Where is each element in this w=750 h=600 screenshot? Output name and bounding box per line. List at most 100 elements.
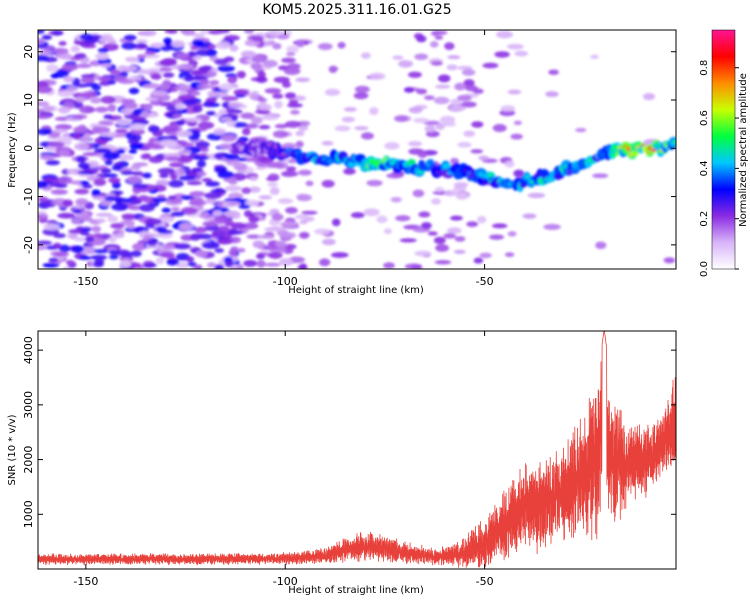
spectrogram-cell <box>221 96 239 102</box>
spectrogram-cell <box>543 223 561 230</box>
spectrogram-cell <box>70 45 81 53</box>
spectrogram-cell <box>223 210 241 218</box>
spectrogram-cell <box>75 198 89 206</box>
spectrogram-cell <box>224 259 234 268</box>
spectrogram-cell <box>439 115 456 124</box>
spectrogram-cell <box>180 206 198 215</box>
spectrogram-cell <box>191 90 201 96</box>
spectrogram-cell <box>264 87 282 94</box>
spectrogram-cell <box>38 114 51 120</box>
spectrogram-cell <box>200 210 209 218</box>
spectrogram-cell <box>250 62 263 70</box>
spectrogram-cell <box>56 90 74 97</box>
spectrogram-cell <box>257 103 273 111</box>
x-tick-label: -150 <box>73 275 98 288</box>
spectrogram-cell <box>287 158 298 164</box>
spectrogram-cell <box>195 49 210 57</box>
spectrogram-cell <box>450 98 462 106</box>
spectrogram-cell <box>454 236 466 242</box>
spectrogram-cell <box>144 50 156 56</box>
spectrogram-cell <box>103 114 114 120</box>
spectrogram-cell <box>175 52 190 59</box>
spectrogram-cell <box>190 234 201 241</box>
spectrogram-cell <box>141 110 150 119</box>
spectrogram-cell <box>446 64 458 71</box>
spectrogram-cell <box>224 185 243 192</box>
spectrogram-cell <box>295 39 305 48</box>
spectrogram-cell <box>447 55 461 60</box>
spectrogram-cell <box>243 259 258 267</box>
spectrogram-cell <box>78 162 91 170</box>
spectrogram-cell <box>130 165 141 171</box>
spectrogram-cell <box>354 85 370 93</box>
spectrogram-cell <box>136 68 150 75</box>
spectrogram-cell <box>113 75 128 83</box>
spectrogram-cell <box>72 133 81 140</box>
spectrogram-cell <box>226 120 236 128</box>
x-tick-label: -150 <box>73 575 98 588</box>
spectrogram-cell <box>217 65 235 73</box>
spectrogram-cell <box>248 186 261 193</box>
spectrogram-cell <box>176 130 193 137</box>
spectrogram-cell <box>275 240 287 247</box>
spectrogram-cell <box>148 156 163 164</box>
spectrogram-cell <box>266 149 276 157</box>
spectrogram-cell <box>115 249 131 257</box>
colorbar-gradient <box>711 29 736 270</box>
spectrogram-cell <box>159 173 169 179</box>
spectrogram-cell <box>337 41 346 49</box>
spectrogram-cell <box>54 124 73 130</box>
spectrogram-cell <box>417 150 428 159</box>
spectrogram-cell <box>135 39 148 44</box>
spectrogram-cell <box>331 218 341 227</box>
spectrogram-cell <box>267 173 280 182</box>
spectrogram-cell <box>108 254 119 260</box>
spectrogram-cell <box>157 167 176 175</box>
spectrogram-cell <box>414 250 432 257</box>
spectrogram-cell <box>161 207 171 214</box>
spectrogram-cell <box>575 127 587 133</box>
spectrogram-cell <box>250 35 264 42</box>
spectrogram-cell <box>492 124 507 133</box>
y-tick-label: 2000 <box>22 446 35 474</box>
spectrogram-cell <box>298 263 308 269</box>
spectrogram-cell <box>443 233 457 239</box>
spectrogram-cell <box>465 85 479 92</box>
y-tick-label: 10 <box>22 93 35 107</box>
spectrogram-cell <box>142 196 158 204</box>
spectrogram-cell <box>214 215 230 224</box>
x-tick-label: -50 <box>476 575 494 588</box>
spectrogram-cell <box>328 158 333 164</box>
spectrogram-cell <box>178 63 194 70</box>
spectrogram-cell <box>269 208 280 215</box>
spectrogram-cell <box>124 56 139 61</box>
spectrogram-panel: -150 -100 -50 20 10 0 -10 -20 Height of straigh… <box>7 29 677 296</box>
spectrogram-cell <box>223 56 235 63</box>
spectrogram-cell <box>172 113 182 119</box>
spectrogram-cell <box>102 151 121 160</box>
spectrogram-cell <box>256 259 266 268</box>
colorbar-label: Normalized spectral amplitude <box>738 73 749 227</box>
spectrogram-cell <box>231 109 243 114</box>
spectrogram-cell <box>281 221 299 229</box>
spectrogram-cell <box>213 30 231 34</box>
spectrogram-cell <box>273 76 290 83</box>
spectrogram-cell <box>98 120 112 126</box>
spectrogram-cell <box>360 132 374 140</box>
spectrogram-cell <box>297 169 312 176</box>
spectrogram-cell <box>191 39 205 47</box>
spectrogram-cell <box>423 95 435 101</box>
spectrogram-cell <box>471 121 484 128</box>
spectrogram-cell <box>129 123 146 131</box>
spectrogram-cell <box>93 248 109 254</box>
spectrogram-cell <box>79 33 94 41</box>
colorbar-tick-label: 0.2 <box>699 211 710 227</box>
spectrogram-cell <box>240 112 255 120</box>
colorbar-tick-label: 0.4 <box>699 160 710 176</box>
spectrogram-cell <box>418 211 431 218</box>
spectrogram-cell <box>201 178 213 183</box>
spectrogram-cell <box>107 104 117 112</box>
spectrogram-cell <box>159 251 175 259</box>
spectrogram-cell <box>115 128 128 134</box>
spectrogram-cell <box>121 107 133 116</box>
